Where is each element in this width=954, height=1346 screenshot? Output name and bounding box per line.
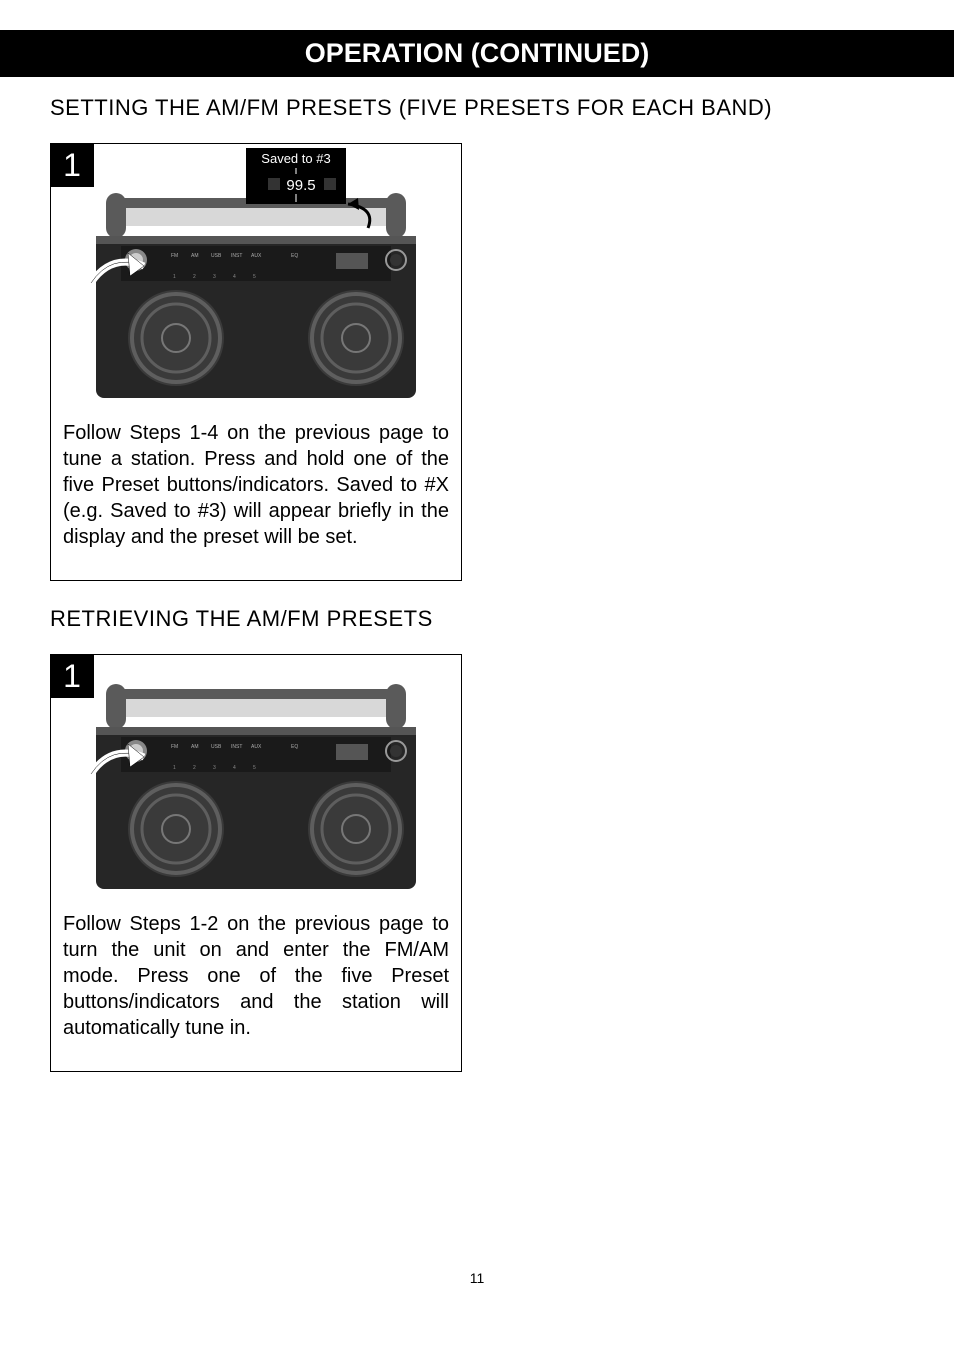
page-content: SETTING THE AM/FM PRESETS (FIVE PRESETS …: [0, 95, 954, 1072]
svg-text:AUX: AUX: [251, 744, 262, 750]
section1-title: SETTING THE AM/FM PRESETS (FIVE PRESETS …: [50, 95, 904, 121]
step-number-badge: 1: [50, 654, 94, 698]
section2-step-text: Follow Steps 1-2 on the previous page to…: [51, 903, 461, 1071]
svg-text:EQ: EQ: [291, 744, 298, 750]
page-number: 11: [0, 1270, 954, 1286]
svg-text:3: 3: [213, 765, 216, 771]
section2-title: RETRIEVING THE AM/FM PRESETS: [50, 606, 904, 632]
svg-text:3: 3: [213, 274, 216, 280]
radio-illustration-2: FM AM USB INST AUX EQ 1 2 3 4 5: [51, 655, 461, 903]
svg-text:2: 2: [193, 274, 196, 280]
svg-text:4: 4: [233, 765, 236, 771]
svg-text:4: 4: [233, 274, 236, 280]
svg-text:AUX: AUX: [251, 253, 262, 259]
svg-text:USB: USB: [211, 253, 222, 259]
step-number-badge: 1: [50, 143, 94, 187]
svg-text:INST: INST: [231, 744, 242, 750]
section1-step-box: 1 FM AM USB INST AUX EQ: [50, 143, 462, 581]
radio-illustration-1: FM AM USB INST AUX EQ 1 2 3 4 5: [51, 144, 461, 412]
svg-text:5: 5: [253, 765, 256, 771]
svg-text:USB: USB: [211, 744, 222, 750]
section1-step-text: Follow Steps 1-4 on the previous page to…: [51, 412, 461, 580]
page-header: OPERATION (CONTINUED): [0, 30, 954, 77]
svg-text:99.5: 99.5: [286, 177, 315, 194]
svg-text:AM: AM: [191, 744, 199, 750]
svg-text:AM: AM: [191, 253, 199, 259]
section2-step-box: 1 FM AM USB INST AUX EQ 1 2 3: [50, 654, 462, 1072]
svg-text:EQ: EQ: [291, 253, 298, 259]
svg-text:FM: FM: [171, 744, 178, 750]
header-title: OPERATION (CONTINUED): [305, 38, 650, 68]
svg-text:5: 5: [253, 274, 256, 280]
svg-text:1: 1: [173, 765, 176, 771]
svg-text:Saved to #3: Saved to #3: [261, 151, 330, 166]
svg-text:FM: FM: [171, 253, 178, 259]
svg-text:1: 1: [173, 274, 176, 280]
svg-text:2: 2: [193, 765, 196, 771]
svg-text:INST: INST: [231, 253, 242, 259]
